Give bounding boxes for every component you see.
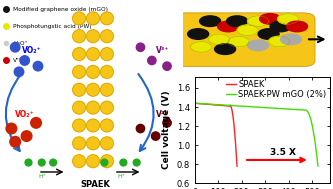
Circle shape [10,43,20,52]
Circle shape [73,155,86,168]
Text: VO₂⁺: VO₂⁺ [15,110,35,119]
Circle shape [101,66,113,78]
Circle shape [247,16,268,26]
Circle shape [247,40,268,51]
Circle shape [187,29,208,39]
SPAEK-PW mGO (2%) [253,106,257,108]
Circle shape [87,137,100,150]
Circle shape [101,12,113,25]
SPAEK [235,165,239,167]
Circle shape [101,30,113,43]
Text: 3.5 X: 3.5 X [270,148,296,157]
Circle shape [148,56,156,65]
Text: V²⁺: V²⁺ [156,110,169,119]
Circle shape [280,34,302,45]
Circle shape [286,21,308,32]
Circle shape [20,56,29,65]
SPAEK [231,113,235,115]
SPAEK-PW mGO (2%) [292,108,296,110]
Text: H⁺: H⁺ [118,174,126,179]
Text: H⁺: H⁺ [38,174,46,179]
Circle shape [259,14,280,24]
Circle shape [87,48,100,60]
Circle shape [101,159,108,166]
SPAEK-PW mGO (2%) [227,104,231,106]
Circle shape [101,48,113,60]
Circle shape [278,14,299,24]
Circle shape [87,155,100,168]
Line: SPAEK: SPAEK [195,103,237,166]
SPAEK [221,104,225,107]
Circle shape [25,159,32,166]
SPAEK-PW mGO (2%) [316,165,320,167]
Circle shape [87,66,100,78]
Circle shape [87,119,100,132]
Circle shape [6,123,17,134]
Circle shape [152,132,160,140]
Circle shape [73,119,86,132]
SPAEK [231,114,235,116]
SPAEK [223,105,227,107]
SPAEK-PW mGO (2%) [216,104,220,106]
Circle shape [200,16,220,26]
Circle shape [101,83,113,96]
Text: V³⁺: V³⁺ [156,46,169,55]
Circle shape [218,21,238,32]
SPAEK [200,103,204,105]
Y-axis label: Cell voltage (V): Cell voltage (V) [162,91,171,169]
Circle shape [87,83,100,96]
Circle shape [101,155,113,168]
Circle shape [268,36,289,47]
Circle shape [163,119,171,127]
SPAEK-PW mGO (2%) [271,107,275,109]
Circle shape [87,101,100,114]
Circle shape [73,48,86,60]
Circle shape [133,159,140,166]
Circle shape [31,118,41,128]
Circle shape [136,124,145,133]
Text: Vⁿ⁺: Vⁿ⁺ [13,58,23,63]
Circle shape [237,25,258,36]
Circle shape [21,131,32,141]
Circle shape [101,137,113,150]
Circle shape [120,159,127,166]
Text: Phosphotungstic acid (PW): Phosphotungstic acid (PW) [13,24,92,29]
Legend: SPAEK, SPAEK-PW mGO (2%): SPAEK, SPAEK-PW mGO (2%) [225,79,327,100]
Circle shape [38,159,45,166]
Text: SPAEK: SPAEK [80,180,110,189]
Circle shape [73,137,86,150]
Circle shape [73,30,86,43]
SPAEK [193,102,197,104]
Circle shape [73,101,86,114]
Circle shape [228,36,249,47]
Circle shape [190,42,212,52]
Circle shape [87,30,100,43]
Text: Modified graphene oxide (mGO): Modified graphene oxide (mGO) [13,7,108,12]
Circle shape [258,29,279,39]
Circle shape [73,12,86,25]
Circle shape [208,34,230,45]
Circle shape [215,44,236,54]
Circle shape [163,62,171,70]
Line: SPAEK-PW mGO (2%): SPAEK-PW mGO (2%) [195,103,318,166]
FancyBboxPatch shape [174,13,315,67]
Circle shape [50,159,57,166]
Circle shape [87,12,100,25]
Circle shape [33,61,43,71]
Text: H₃O⁺: H₃O⁺ [13,41,28,46]
Circle shape [101,101,113,114]
Text: VO₂⁺: VO₂⁺ [22,46,42,55]
SPAEK [216,104,220,106]
Circle shape [270,21,291,32]
Circle shape [14,67,24,77]
Circle shape [136,43,145,51]
Circle shape [226,16,247,26]
Circle shape [73,83,86,96]
SPAEK-PW mGO (2%) [193,102,197,104]
Circle shape [101,119,113,132]
SPAEK-PW mGO (2%) [281,108,285,110]
Circle shape [73,66,86,78]
Circle shape [10,136,21,147]
